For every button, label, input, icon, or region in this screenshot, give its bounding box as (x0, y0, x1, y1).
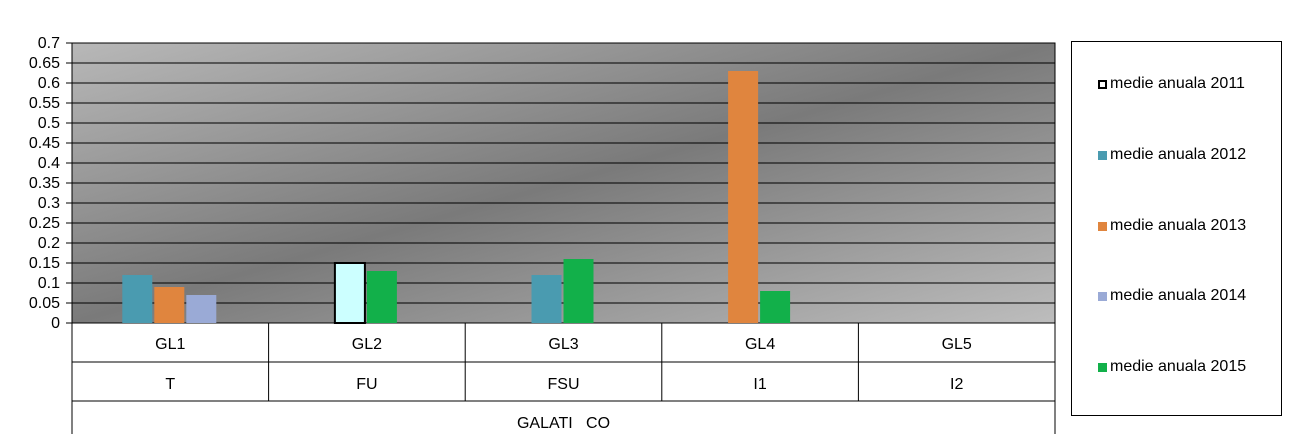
legend-label: medie anuala 2011 (1110, 75, 1245, 92)
x-category-code: GL1 (155, 336, 185, 353)
bar-chart: 0 0.05 0.1 0.15 0.2 0.25 0.3 0.35 0.4 0.45 0.5 0.55… (29, 35, 1056, 434)
y-tick-label: 0.3 (38, 195, 60, 212)
legend-item: medie anuala 2012 (1098, 146, 1246, 164)
y-axis-ticks: 0 0.05 0.1 0.15 0.2 0.25 0.3 0.35 0.4 0.45 0.5 0.55… (29, 35, 72, 332)
x-category-type: I1 (753, 376, 766, 393)
bar (333, 262, 366, 324)
y-tick-label: 0.25 (29, 215, 60, 232)
bars (122, 71, 791, 324)
legend-swatch (1098, 221, 1107, 231)
y-tick-label: 0.2 (38, 235, 60, 252)
y-tick-label: 0.65 (29, 55, 60, 72)
legend: medie anuala 2011 medie anuala 2012 medie … (1071, 41, 1282, 416)
bar (154, 287, 185, 323)
legend-item: medie anuala 2013 (1098, 217, 1246, 235)
x-category-type: FU (356, 376, 377, 393)
x-category-code: GL3 (548, 336, 578, 353)
bar (728, 71, 759, 323)
legend-swatch (1098, 291, 1107, 301)
y-tick-label: 0.1 (38, 275, 60, 292)
bar (122, 275, 153, 323)
y-tick-label: 0.35 (29, 175, 60, 192)
y-tick-label: 0.55 (29, 95, 60, 112)
bar (366, 271, 397, 323)
x-category-type: I2 (950, 376, 963, 393)
bar (760, 291, 791, 323)
bar (563, 259, 594, 323)
y-tick-label: 0.05 (29, 295, 60, 312)
y-tick-label: 0 (51, 315, 60, 332)
y-tick-label: 0.15 (29, 255, 60, 272)
bar (531, 275, 562, 323)
legend-swatch (1098, 150, 1107, 160)
x-group-label: GALATI CO (517, 415, 610, 432)
legend-item: medie anuala 2015 (1098, 358, 1246, 376)
gridlines (72, 42, 1055, 304)
x-category-type: T (165, 376, 175, 393)
legend-label: medie anuala 2013 (1110, 217, 1247, 234)
y-tick-label: 0.45 (29, 135, 60, 152)
x-category-type: FSU (548, 376, 580, 393)
legend-label: medie anuala 2014 (1110, 287, 1247, 304)
legend-item: medie anuala 2011 (1098, 75, 1245, 93)
y-tick-label: 0.6 (38, 75, 60, 92)
x-axis: GL1 T GL2 FU GL3 FSU GL4 I1 GL5 I2 GALATI CO (71, 323, 1056, 434)
y-tick-label: 0.5 (38, 115, 60, 132)
y-tick-label: 0.4 (38, 155, 60, 172)
x-category-code: GL2 (352, 336, 382, 353)
legend-item: medie anuala 2014 (1098, 287, 1246, 305)
legend-label: medie anuala 2012 (1110, 146, 1247, 163)
y-tick-label: 0.7 (38, 35, 60, 52)
legend-swatch (1098, 79, 1107, 89)
legend-swatch (1098, 362, 1107, 372)
x-category-code: GL5 (942, 336, 972, 353)
x-category-code: GL4 (745, 336, 775, 353)
legend-label: medie anuala 2015 (1110, 358, 1247, 375)
bar (186, 295, 217, 323)
